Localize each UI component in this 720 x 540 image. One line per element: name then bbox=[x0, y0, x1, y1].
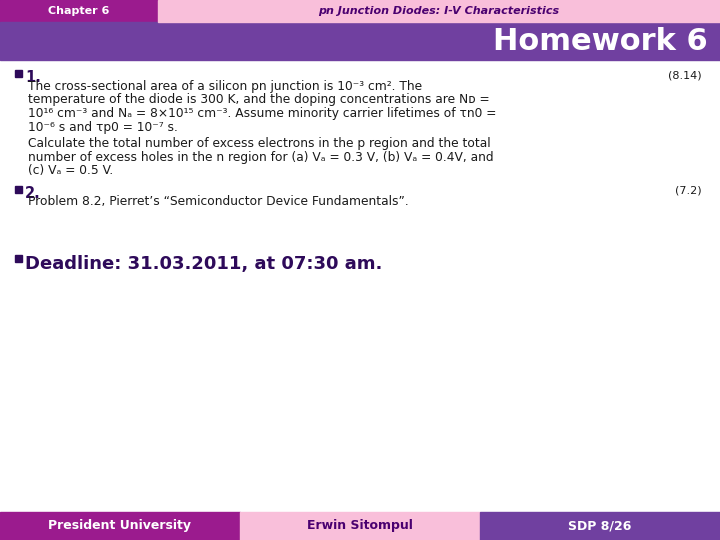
Bar bbox=[0, 512, 240, 540]
Text: pn Junction Diodes: I-V Characteristics: pn Junction Diodes: I-V Characteristics bbox=[318, 6, 559, 16]
Bar bbox=[240, 512, 480, 540]
Text: Homework 6: Homework 6 bbox=[493, 26, 708, 56]
Text: temperature of the diode is 300 K, and the doping concentrations are Nᴅ =: temperature of the diode is 300 K, and t… bbox=[28, 93, 490, 106]
Bar bbox=[15, 255, 22, 262]
Bar bbox=[0, 60, 720, 512]
Bar bbox=[15, 70, 22, 77]
Text: Deadline: 31.03.2011, at 07:30 am.: Deadline: 31.03.2011, at 07:30 am. bbox=[25, 255, 382, 273]
Text: 10¹⁶ cm⁻³ and Nₐ = 8×10¹⁵ cm⁻³. Assume minority carrier lifetimes of τn0 =: 10¹⁶ cm⁻³ and Nₐ = 8×10¹⁵ cm⁻³. Assume m… bbox=[28, 107, 496, 120]
Text: Chapter 6: Chapter 6 bbox=[48, 6, 109, 16]
Text: SDP 8/26: SDP 8/26 bbox=[568, 519, 631, 532]
Bar bbox=[158, 0, 720, 22]
Text: 10⁻⁶ s and τp0 = 10⁻⁷ s.: 10⁻⁶ s and τp0 = 10⁻⁷ s. bbox=[28, 120, 178, 133]
Text: 2.: 2. bbox=[25, 186, 41, 200]
Bar bbox=[15, 186, 22, 192]
Text: 1.: 1. bbox=[25, 70, 41, 85]
Text: The cross-sectional area of a silicon pn junction is 10⁻³ cm². The: The cross-sectional area of a silicon pn… bbox=[28, 80, 422, 93]
Text: number of excess holes in the n region for (a) Vₐ = 0.3 V, (b) Vₐ = 0.4V, and: number of excess holes in the n region f… bbox=[28, 151, 494, 164]
Text: Calculate the total number of excess electrons in the p region and the total: Calculate the total number of excess ele… bbox=[28, 137, 490, 150]
Text: (8.14): (8.14) bbox=[668, 70, 702, 80]
Text: (c) Vₐ = 0.5 V.: (c) Vₐ = 0.5 V. bbox=[28, 164, 113, 177]
Bar bbox=[0, 22, 720, 60]
Text: President University: President University bbox=[48, 519, 192, 532]
Text: Problem 8.2, Pierret’s “Semiconductor Device Fundamentals”.: Problem 8.2, Pierret’s “Semiconductor De… bbox=[28, 195, 409, 208]
Text: (7.2): (7.2) bbox=[675, 186, 702, 195]
Text: Erwin Sitompul: Erwin Sitompul bbox=[307, 519, 413, 532]
Bar bbox=[480, 512, 720, 540]
Bar bbox=[0, 0, 720, 22]
